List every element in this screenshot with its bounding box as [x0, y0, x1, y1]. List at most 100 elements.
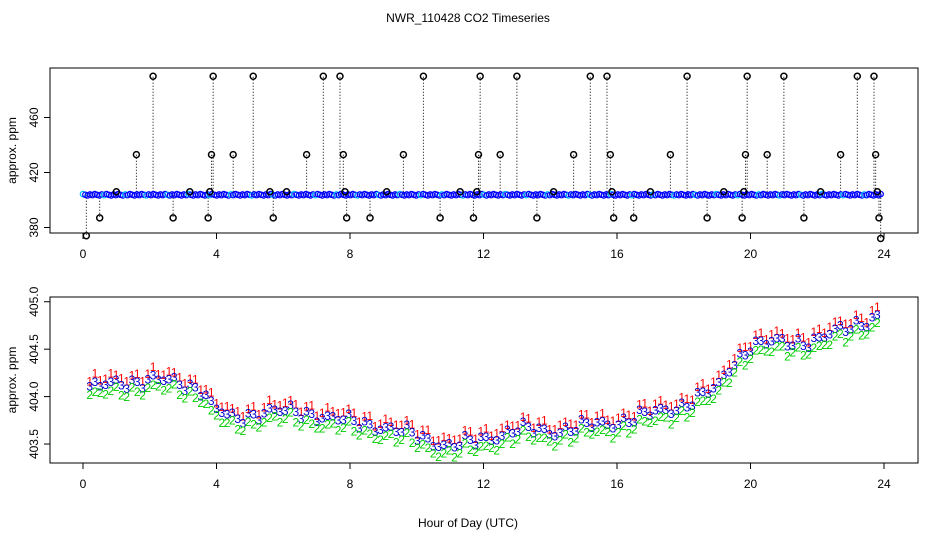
series-3-point: 3	[626, 416, 633, 430]
series-3-point: 3	[647, 409, 654, 423]
series-3-point: 3	[340, 413, 347, 427]
series-3-point: 3	[805, 341, 812, 355]
top-x-tick-label: 24	[877, 247, 891, 261]
series-3-point: 3	[562, 420, 569, 434]
series-3-point: 3	[620, 411, 627, 425]
series-1-point: 1	[641, 397, 648, 411]
series-2-point: 2	[345, 415, 352, 429]
top-x-tick-label: 20	[744, 247, 758, 261]
series-1-point: 1	[768, 328, 775, 342]
series-2-point: 2	[525, 430, 532, 444]
series-2-point: 2	[530, 433, 537, 447]
series-1-point: 1	[351, 406, 358, 420]
series-2-point: 2	[668, 418, 675, 432]
bottom-y-tick-label: 404.5	[27, 334, 41, 364]
series-1-point: 1	[345, 402, 352, 416]
series-1-point: 1	[536, 415, 543, 429]
series-1-point: 1	[763, 332, 770, 346]
series-3-point: 3	[536, 421, 543, 435]
spike-point	[474, 150, 483, 159]
series-2-point: 2	[329, 416, 336, 430]
series-3-point: 3	[245, 407, 252, 421]
series-3-point: 3	[97, 379, 104, 393]
series-3-point: 3	[789, 339, 796, 353]
series-1-point: 1	[86, 374, 93, 388]
series-3-point: 3	[277, 405, 284, 419]
series-1-point: 1	[599, 406, 606, 420]
series-1-point: 1	[731, 352, 738, 366]
series-3-point: 3	[414, 434, 421, 448]
series-2-point: 2	[86, 388, 93, 402]
series-2-point: 2	[187, 385, 194, 399]
series-1-point: 1	[800, 330, 807, 344]
series-3-point: 3	[541, 422, 548, 436]
series-3-point: 3	[710, 382, 717, 396]
series-3-point: 3	[261, 406, 268, 420]
spike-point	[342, 214, 351, 222]
series-2-point: 2	[573, 431, 580, 445]
series-2-point: 2	[594, 425, 601, 439]
series-2-point: 2	[277, 415, 284, 429]
series-3-point: 3	[139, 381, 146, 395]
series-3-point: 3	[314, 415, 321, 429]
series-1-point: 1	[377, 417, 384, 431]
series-2-point: 2	[435, 450, 442, 464]
series-3-point: 3	[171, 370, 178, 384]
series-1-point: 1	[271, 398, 278, 412]
series-1-point: 1	[388, 415, 395, 429]
spike-point	[646, 188, 655, 196]
series-3-point: 3	[483, 430, 490, 444]
series-2-point: 2	[663, 410, 670, 424]
series-3-point: 3	[250, 408, 257, 422]
series-3-point: 3	[874, 308, 881, 322]
series-3-point: 3	[345, 407, 352, 421]
series-1-point: 1	[324, 400, 331, 414]
series-2-point: 2	[774, 339, 781, 353]
series-3-point: 3	[224, 408, 231, 422]
series-3-point: 3	[752, 334, 759, 348]
top-plot-frame	[49, 67, 919, 234]
spike-point	[149, 72, 157, 80]
spike-point	[473, 188, 481, 196]
series-1-point: 1	[874, 300, 881, 314]
series-2-point: 2	[398, 433, 405, 447]
series-1-point: 1	[478, 424, 485, 438]
series-3-point: 3	[102, 378, 109, 392]
series-3-point: 3	[488, 434, 495, 448]
series-2-point: 2	[197, 396, 204, 410]
spike-point	[608, 188, 616, 196]
series-2-point: 2	[842, 335, 849, 349]
series-1-point: 1	[858, 311, 865, 325]
series-3-point: 3	[176, 378, 183, 392]
series-2-point: 2	[620, 419, 627, 433]
series-2-point: 2	[208, 403, 215, 417]
top-x-tick-label: 0	[80, 247, 87, 261]
series-1-point: 1	[250, 399, 257, 413]
series-2-point: 2	[319, 421, 326, 435]
series-1-point: 1	[620, 406, 627, 420]
series-1-point: 1	[652, 397, 659, 411]
series-2-point: 2	[626, 426, 633, 440]
series-3-point: 3	[599, 414, 606, 428]
series-3-point: 3	[742, 349, 749, 363]
spike-point	[112, 188, 121, 196]
bottom-x-tick-label: 20	[744, 477, 758, 491]
spike-point	[469, 214, 478, 222]
spike-point	[763, 150, 771, 159]
bottom-x-tick-label: 8	[347, 477, 354, 491]
series-2-point: 2	[166, 381, 173, 395]
series-1-point: 1	[557, 418, 564, 432]
series-3-point: 3	[208, 394, 215, 408]
series-3-point: 3	[298, 412, 305, 426]
spike-point	[266, 188, 274, 196]
series-2-point: 2	[462, 437, 469, 451]
series-2-point: 2	[689, 406, 696, 420]
series-1-point: 1	[668, 400, 675, 414]
series-3-point: 3	[758, 334, 765, 348]
series-3-point: 3	[694, 386, 701, 400]
bottom-y-tick-label: 404.0	[27, 381, 41, 411]
series-1-point: 1	[430, 434, 437, 448]
series-2-point: 2	[758, 343, 765, 357]
series-3-point: 3	[472, 438, 479, 452]
